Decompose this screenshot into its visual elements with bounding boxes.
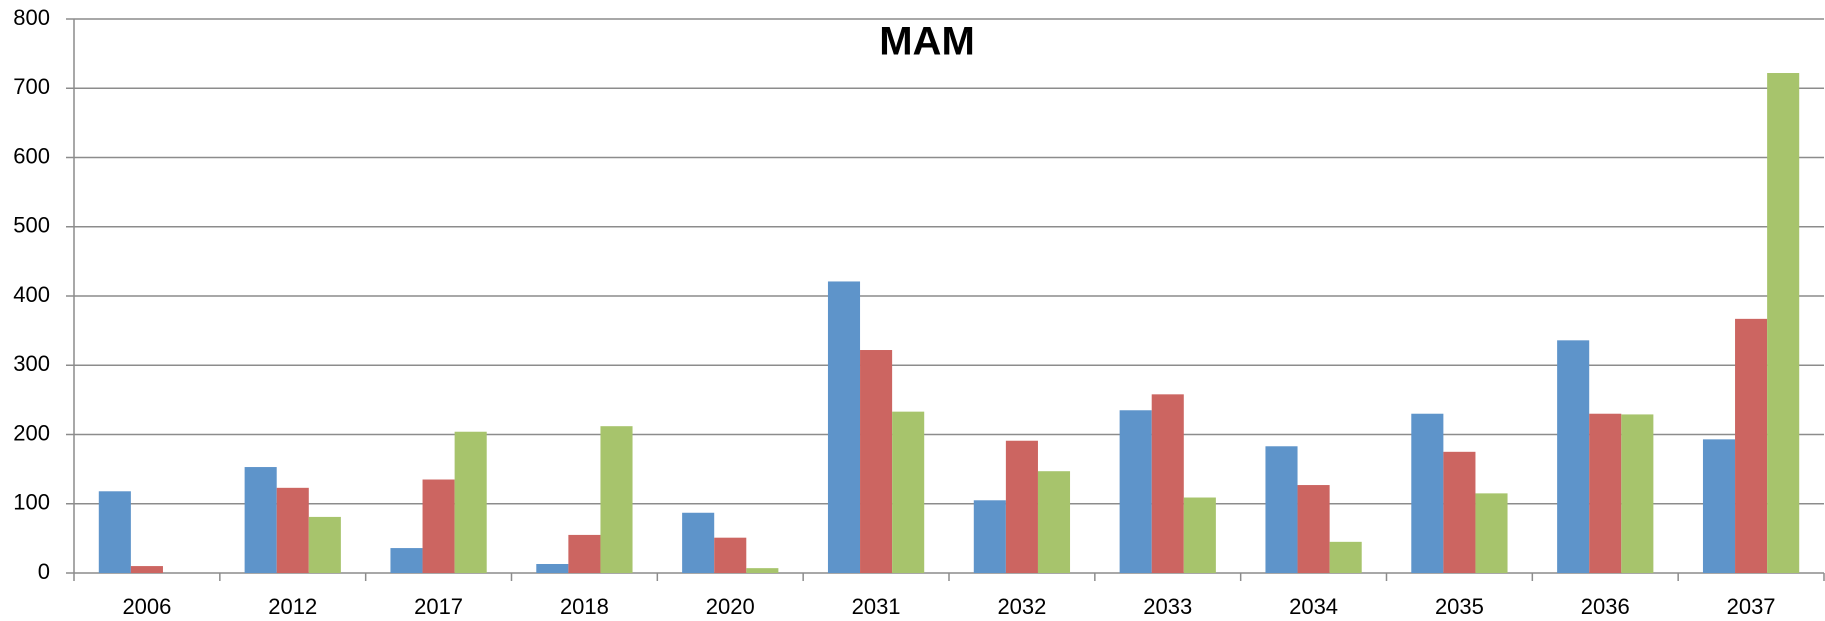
bar (390, 548, 423, 573)
bar (98, 491, 131, 573)
y-tick-label: 600 (13, 143, 50, 168)
bar (860, 350, 893, 573)
bar (1265, 446, 1298, 573)
bar (454, 431, 487, 573)
bar (536, 563, 569, 573)
bar (1443, 451, 1476, 573)
x-tick-label: 2018 (560, 594, 609, 619)
x-tick-label: 2034 (1289, 594, 1338, 619)
y-tick-label: 700 (13, 74, 50, 99)
bar (600, 426, 633, 573)
y-tick-label: 800 (13, 5, 50, 30)
x-tick-label: 2017 (414, 594, 463, 619)
x-tick-label: 2031 (852, 594, 901, 619)
x-tick-label: 2033 (1143, 594, 1192, 619)
y-tick-label: 400 (13, 282, 50, 307)
bar (1621, 414, 1654, 573)
bar (746, 568, 779, 573)
bar (1151, 394, 1184, 573)
chart-title: MAM (879, 20, 975, 64)
y-tick-label: 300 (13, 351, 50, 376)
bar (714, 537, 747, 573)
bar (1411, 413, 1444, 573)
bar (244, 467, 277, 573)
bar (682, 512, 715, 573)
bar (568, 534, 601, 573)
y-tick-label: 100 (13, 490, 50, 515)
bar (130, 566, 163, 573)
bar (1475, 493, 1508, 573)
x-tick-label: 2006 (122, 594, 171, 619)
bar (1702, 439, 1736, 573)
bar (827, 281, 861, 573)
bar (892, 411, 925, 573)
x-tick-label: 2036 (1581, 594, 1630, 619)
x-tick-label: 2037 (1727, 594, 1776, 619)
bar (1329, 541, 1362, 573)
bar (422, 479, 455, 573)
x-tick-label: 2035 (1435, 594, 1484, 619)
x-tick-label: 2032 (997, 594, 1046, 619)
bar (1767, 73, 1800, 573)
bar (276, 487, 309, 573)
bar (1557, 340, 1590, 573)
bar (1735, 318, 1768, 573)
x-tick-label: 2020 (706, 594, 755, 619)
y-tick-label: 0 (38, 559, 50, 584)
y-tick-label: 500 (13, 213, 50, 238)
bar (1037, 471, 1071, 573)
x-tick-label: 2012 (268, 594, 317, 619)
bar (973, 500, 1006, 573)
bar (1119, 410, 1152, 573)
bar (1297, 485, 1330, 573)
bar (1589, 413, 1622, 573)
bar (308, 516, 341, 573)
bar (1005, 440, 1038, 573)
y-tick-label: 200 (13, 420, 50, 445)
bar (1183, 497, 1216, 573)
